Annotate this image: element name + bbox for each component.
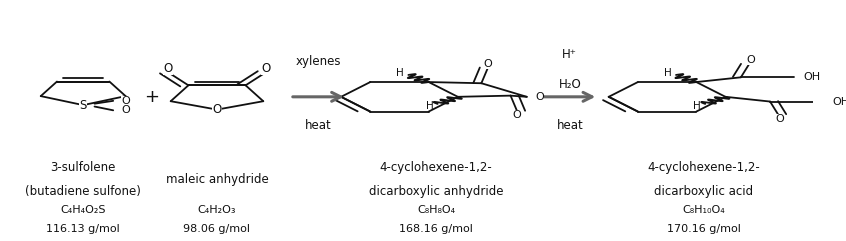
Text: O: O: [163, 61, 173, 74]
Text: dicarboxylic anhydride: dicarboxylic anhydride: [369, 185, 503, 198]
Text: C₈H₈O₄: C₈H₈O₄: [417, 206, 455, 215]
Text: C₈H₁₀O₄: C₈H₁₀O₄: [682, 206, 725, 215]
Text: (butadiene sulfone): (butadiene sulfone): [25, 185, 141, 198]
Text: C₄H₂O₃: C₄H₂O₃: [198, 206, 236, 215]
Text: H: H: [397, 67, 404, 78]
Text: OH: OH: [803, 72, 820, 82]
Text: O: O: [513, 110, 521, 120]
Text: 4-cyclohexene-1,2-: 4-cyclohexene-1,2-: [647, 161, 760, 174]
Text: O: O: [746, 54, 755, 65]
Text: H: H: [426, 101, 433, 111]
Text: 3-sulfolene: 3-sulfolene: [51, 161, 116, 174]
Text: dicarboxylic acid: dicarboxylic acid: [654, 185, 753, 198]
Text: H₂O: H₂O: [558, 79, 581, 92]
Text: O: O: [776, 114, 784, 124]
Text: xylenes: xylenes: [295, 55, 341, 68]
Text: O: O: [212, 103, 222, 116]
Text: 168.16 g/mol: 168.16 g/mol: [399, 224, 473, 234]
Text: C₄H₄O₂S: C₄H₄O₂S: [60, 206, 106, 215]
Text: H: H: [664, 67, 672, 78]
Text: O: O: [483, 59, 492, 69]
Text: 4-cyclohexene-1,2-: 4-cyclohexene-1,2-: [380, 161, 492, 174]
Text: heat: heat: [305, 119, 332, 132]
Text: 116.13 g/mol: 116.13 g/mol: [47, 224, 120, 234]
Text: O: O: [536, 92, 544, 102]
Text: maleic anhydride: maleic anhydride: [166, 173, 268, 186]
Text: 170.16 g/mol: 170.16 g/mol: [667, 224, 740, 234]
Text: H: H: [693, 101, 701, 111]
Text: 98.06 g/mol: 98.06 g/mol: [184, 224, 250, 234]
Text: +: +: [145, 88, 160, 106]
Text: O: O: [261, 61, 271, 74]
Text: O: O: [121, 105, 129, 115]
Text: H⁺: H⁺: [563, 48, 577, 61]
Text: OH: OH: [832, 97, 846, 107]
Text: heat: heat: [557, 119, 583, 132]
Text: O: O: [121, 96, 129, 106]
Text: S: S: [80, 99, 87, 112]
